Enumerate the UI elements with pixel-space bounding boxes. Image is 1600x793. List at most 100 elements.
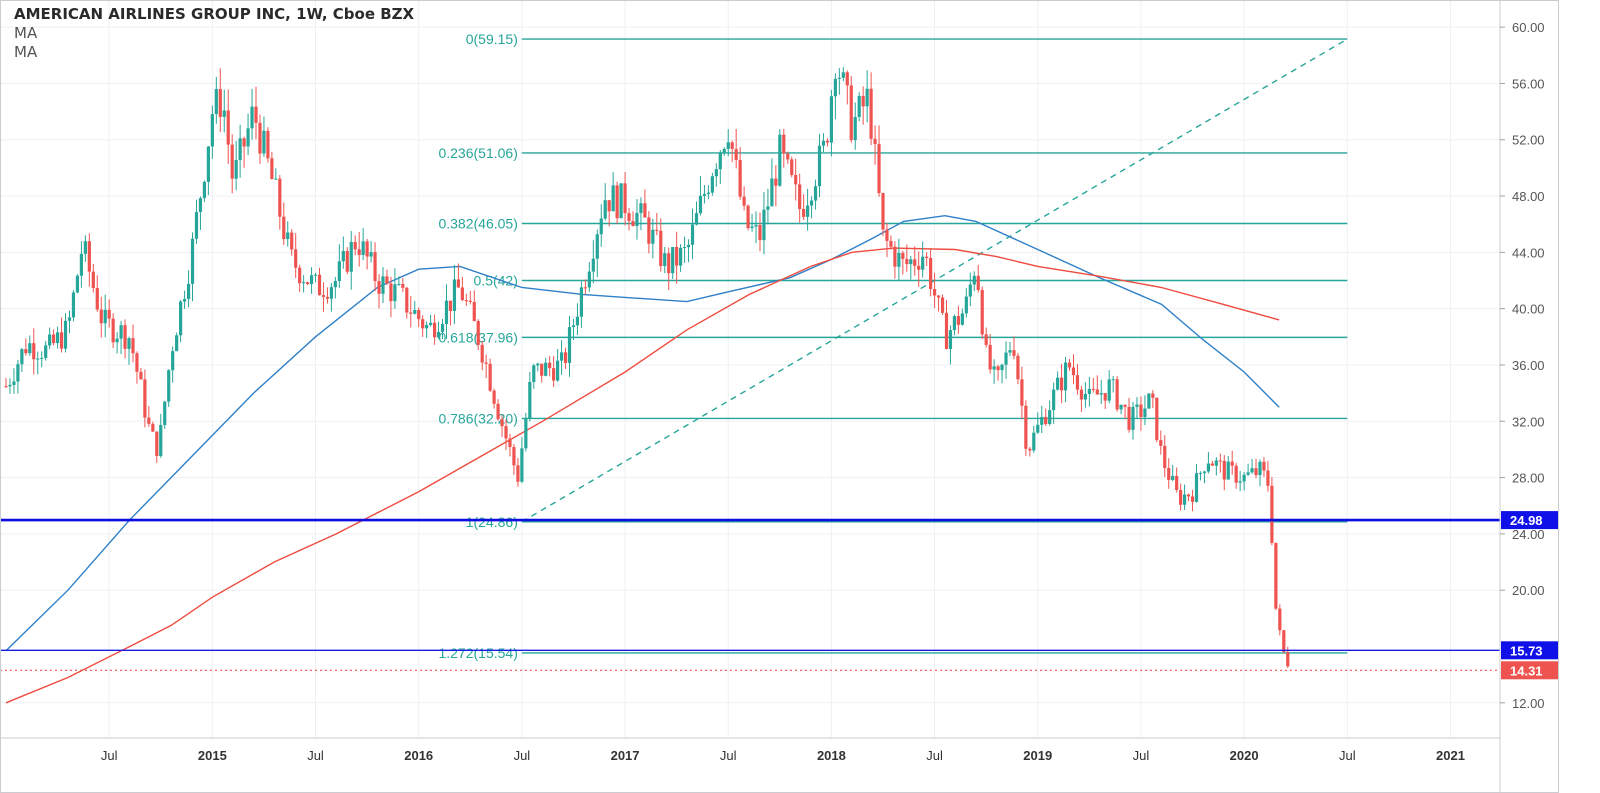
candle-body [389,283,393,302]
moving-averages [5,214,1280,704]
candle-body [194,212,199,239]
candle-body [917,265,921,270]
candle-body [714,169,718,177]
candle-body [1067,362,1072,368]
candle-body [405,287,409,313]
candle-body [155,431,159,456]
candle-body [1032,432,1036,451]
fib-level-label: 0.236(51.06) [438,145,517,161]
candle-body [377,281,381,294]
candle-body [940,297,945,313]
candle-body [278,178,282,217]
candle-body [873,138,877,145]
candle-body [171,351,175,371]
candle-body [639,203,643,213]
candle-body [853,116,857,141]
candle-body [1008,350,1012,353]
candle-body [1266,470,1270,486]
candle-body [722,148,726,153]
candle-body [1258,461,1262,476]
candle-body [40,357,44,359]
candle-body [770,178,774,207]
ma-indicator-label[interactable]: MA [14,24,38,42]
candle-body [421,319,425,329]
candle-body [20,349,24,365]
candle-body [575,316,580,326]
candle-body [163,401,167,426]
candle-body [587,271,591,288]
candle-body [869,88,873,139]
candle-body [468,300,472,302]
candle-body [1270,485,1274,543]
candle-body [135,353,139,372]
candle-body [734,148,738,160]
candle-body [1246,472,1250,475]
candle-body [504,426,508,439]
candle-body [1063,362,1068,391]
candle-body [79,253,83,276]
candle-body [1186,494,1191,497]
candle-body [159,425,163,456]
candle-body [905,258,909,265]
candle-body [913,259,917,266]
candle-body [571,325,576,328]
candle-body [631,221,635,226]
candle-body [258,122,262,154]
candle-body [373,252,377,282]
candle-body [500,419,504,427]
candle-body [286,232,290,240]
candle-body [206,146,210,182]
moving-average-line [5,247,1280,704]
candle-body [968,284,972,297]
candle-body [1079,389,1084,400]
candle-body [4,386,8,388]
candle-body [786,153,790,160]
candle-body [1286,651,1290,667]
price-lines[interactable] [0,518,1500,671]
candle-body [1202,471,1207,474]
candle-body [111,318,115,343]
candle-body [413,310,417,314]
candle-body [202,181,207,199]
candle-body [1052,389,1056,411]
candle-body [833,78,837,97]
candle-body [1095,389,1099,395]
candle-body [496,403,500,420]
candle-body [246,128,250,147]
fib-level-label: 0.5(42) [474,273,518,289]
candle-body [901,252,905,259]
candle-body [48,334,52,346]
candle-body [508,438,512,448]
candle-body [651,229,655,244]
price-label: 14.31 [1510,663,1543,678]
candle-body [524,418,528,449]
y-tick-label: 44.00 [1512,245,1545,260]
candle-body [198,198,203,213]
candle-body [143,379,147,418]
candle-body [1036,424,1040,433]
candle-body [1155,397,1159,441]
x-tick-label: 2015 [198,748,227,763]
candle-body [182,299,187,302]
candle-body [1127,406,1131,430]
candle-body [436,331,441,338]
candle-body [369,252,373,257]
axes: 12.00 20.00 24.00 28.00 32.00 36.00 40.00 44.00… [0,0,1559,793]
candle-body [921,256,925,270]
candle-body [520,448,524,482]
fib-level-label: 0(59.15) [466,31,518,47]
candle-body [345,251,349,272]
candle-body [857,95,861,117]
candle-body [647,217,651,244]
candle-body [401,283,405,288]
candle-body [210,114,214,147]
candle-body [1107,379,1111,401]
candle-body [67,317,72,321]
candle-body [357,249,361,255]
candle-body [341,251,345,262]
ma-indicator-label[interactable]: MA [14,43,38,61]
candle-body [1135,404,1139,407]
candle-body [119,325,123,339]
candle-body [1012,350,1016,356]
